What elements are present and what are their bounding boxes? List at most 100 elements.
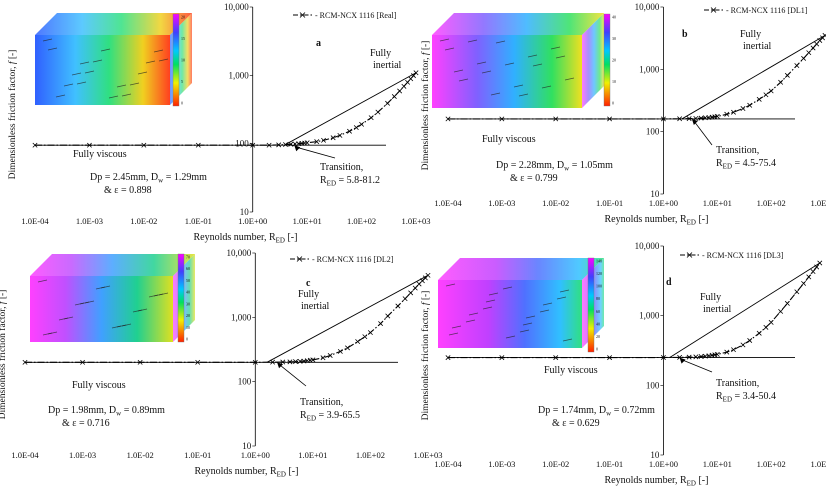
annotation-fully-viscous: Fully viscous bbox=[482, 134, 536, 145]
velocity-arrow bbox=[76, 81, 87, 85]
data-point-marker bbox=[553, 355, 559, 361]
annotation-transition-range: RED​ = 3.4-50.4 bbox=[716, 391, 776, 404]
data-point-marker bbox=[768, 319, 774, 325]
flow-domain-image bbox=[30, 254, 195, 342]
parameter-diameters: Dp = 2.45mm, Dw​ = 1.29mm bbox=[90, 172, 207, 185]
annotation-inertial: inertial bbox=[703, 304, 732, 315]
velocity-arrow bbox=[158, 58, 169, 62]
x-tick-label: 1.0E-01 bbox=[596, 198, 623, 208]
data-point-marker bbox=[724, 349, 730, 355]
velocity-arrow bbox=[564, 77, 575, 81]
panel-label: c bbox=[306, 278, 311, 289]
x-tick-label: 1.0E+01 bbox=[703, 459, 732, 469]
transition-arrow bbox=[681, 359, 713, 373]
x-tick-label: 1.0E+00 bbox=[241, 450, 270, 460]
velocity-arrow bbox=[467, 39, 478, 43]
data-point-marker bbox=[337, 132, 343, 138]
x-tick-label: 1.0E+02 bbox=[757, 459, 786, 469]
flow-domain-image bbox=[438, 258, 604, 348]
velocity-arrow bbox=[439, 38, 450, 42]
data-point-marker bbox=[693, 354, 699, 360]
data-point-marker bbox=[814, 264, 820, 270]
velocity-arrow bbox=[129, 82, 140, 86]
data-point-marker bbox=[280, 359, 286, 365]
colorbar bbox=[587, 257, 595, 353]
annotation-transition: Transition, bbox=[320, 162, 363, 173]
velocity-arrow bbox=[47, 47, 58, 51]
velocity-arrow bbox=[518, 93, 529, 97]
parameter-porosity: & ε = 0.629 bbox=[552, 418, 600, 429]
data-point-marker bbox=[252, 359, 258, 365]
velocity-arrow bbox=[121, 323, 132, 327]
y-tick-label: 100 bbox=[646, 127, 660, 137]
y-tick-label: 10 bbox=[650, 450, 660, 460]
data-point-marker bbox=[763, 92, 769, 98]
legend-marker bbox=[299, 12, 306, 18]
data-point-marker bbox=[137, 359, 143, 365]
legend-label: - RCM-NCX 1116 [DL2] bbox=[312, 255, 394, 264]
velocity-arrow bbox=[532, 63, 543, 67]
y-axis-label: Dimensionless friction factor, f [-] bbox=[0, 290, 8, 420]
velocity-arrow bbox=[84, 70, 95, 74]
data-point-marker bbox=[413, 70, 419, 76]
legend: - RCM-NCX 1116 [DL2] bbox=[290, 255, 394, 264]
data-point-marker bbox=[499, 116, 505, 122]
colorbar-tick-label: 100 bbox=[596, 284, 602, 289]
data-point-marker bbox=[385, 100, 391, 106]
data-point-marker bbox=[756, 96, 762, 102]
cube-side-face bbox=[582, 13, 604, 108]
x-axis-label: Reynolds number, RED​ [-] bbox=[195, 466, 299, 479]
inertial-asymptote-line bbox=[669, 262, 821, 358]
flow-domain-image bbox=[432, 13, 604, 108]
x-tick-label: 1.0E-04 bbox=[434, 459, 462, 469]
velocity-arrow bbox=[539, 309, 550, 313]
colorbar-tick-label: 10 bbox=[612, 79, 616, 84]
velocity-arrow bbox=[445, 283, 456, 287]
data-point-marker bbox=[731, 347, 736, 353]
colorbar bbox=[172, 13, 180, 107]
colorbar-tick-label: 15 bbox=[181, 36, 185, 41]
data-point-marker bbox=[355, 339, 361, 345]
data-point-marker bbox=[270, 359, 276, 365]
data-point-marker bbox=[32, 142, 38, 148]
data-point-marker bbox=[553, 116, 559, 122]
colorbar-tick-label: 20 bbox=[596, 334, 600, 339]
data-point-marker bbox=[698, 354, 704, 360]
colorbar-tick-label: 0 bbox=[596, 347, 598, 352]
x-tick-label: 1.0E+01 bbox=[298, 450, 327, 460]
velocity-arrow bbox=[542, 302, 553, 306]
annotation-fully: Fully bbox=[700, 292, 721, 303]
y-tick-label: 100 bbox=[646, 380, 660, 390]
parameter-diameters: Dp = 1.98mm, Dw​ = 0.89mm bbox=[48, 405, 165, 418]
velocity-arrow bbox=[550, 46, 561, 50]
data-point-marker bbox=[320, 355, 326, 361]
transition-arrow bbox=[278, 363, 307, 387]
colorbar-tick-label: 70 bbox=[186, 255, 190, 260]
data-point-marker bbox=[391, 94, 397, 99]
x-tick-label: 1.0E-02 bbox=[542, 459, 569, 469]
data-point-marker bbox=[195, 142, 201, 148]
data-point-marker bbox=[368, 115, 374, 121]
velocity-arrow bbox=[519, 329, 530, 333]
annotation-fully: Fully bbox=[740, 29, 761, 40]
data-point-marker bbox=[822, 32, 826, 38]
velocity-arrow bbox=[485, 299, 496, 303]
annotation-fully-viscous: Fully viscous bbox=[73, 149, 127, 160]
data-point-marker bbox=[359, 121, 365, 127]
y-tick-label: 10 bbox=[650, 189, 660, 199]
data-point-marker bbox=[794, 63, 800, 69]
x-tick-label: 1.0E+02 bbox=[757, 198, 786, 208]
data-point-marker bbox=[80, 359, 86, 365]
parameter-diameters: Dp = 2.28mm, Dw​ = 1.05mm bbox=[496, 160, 613, 173]
data-point-marker bbox=[304, 140, 310, 146]
data-point-marker bbox=[347, 128, 352, 134]
parameter-porosity: & ε = 0.799 bbox=[510, 173, 558, 184]
y-tick-label: 10 bbox=[240, 207, 250, 217]
data-point-marker bbox=[367, 330, 373, 336]
x-tick-label: 1.0E-04 bbox=[434, 198, 462, 208]
velocity-arrow bbox=[490, 92, 501, 96]
colorbar-tick-label: 60 bbox=[596, 309, 600, 314]
data-point-marker bbox=[425, 272, 431, 278]
cube-top-face bbox=[438, 258, 604, 280]
